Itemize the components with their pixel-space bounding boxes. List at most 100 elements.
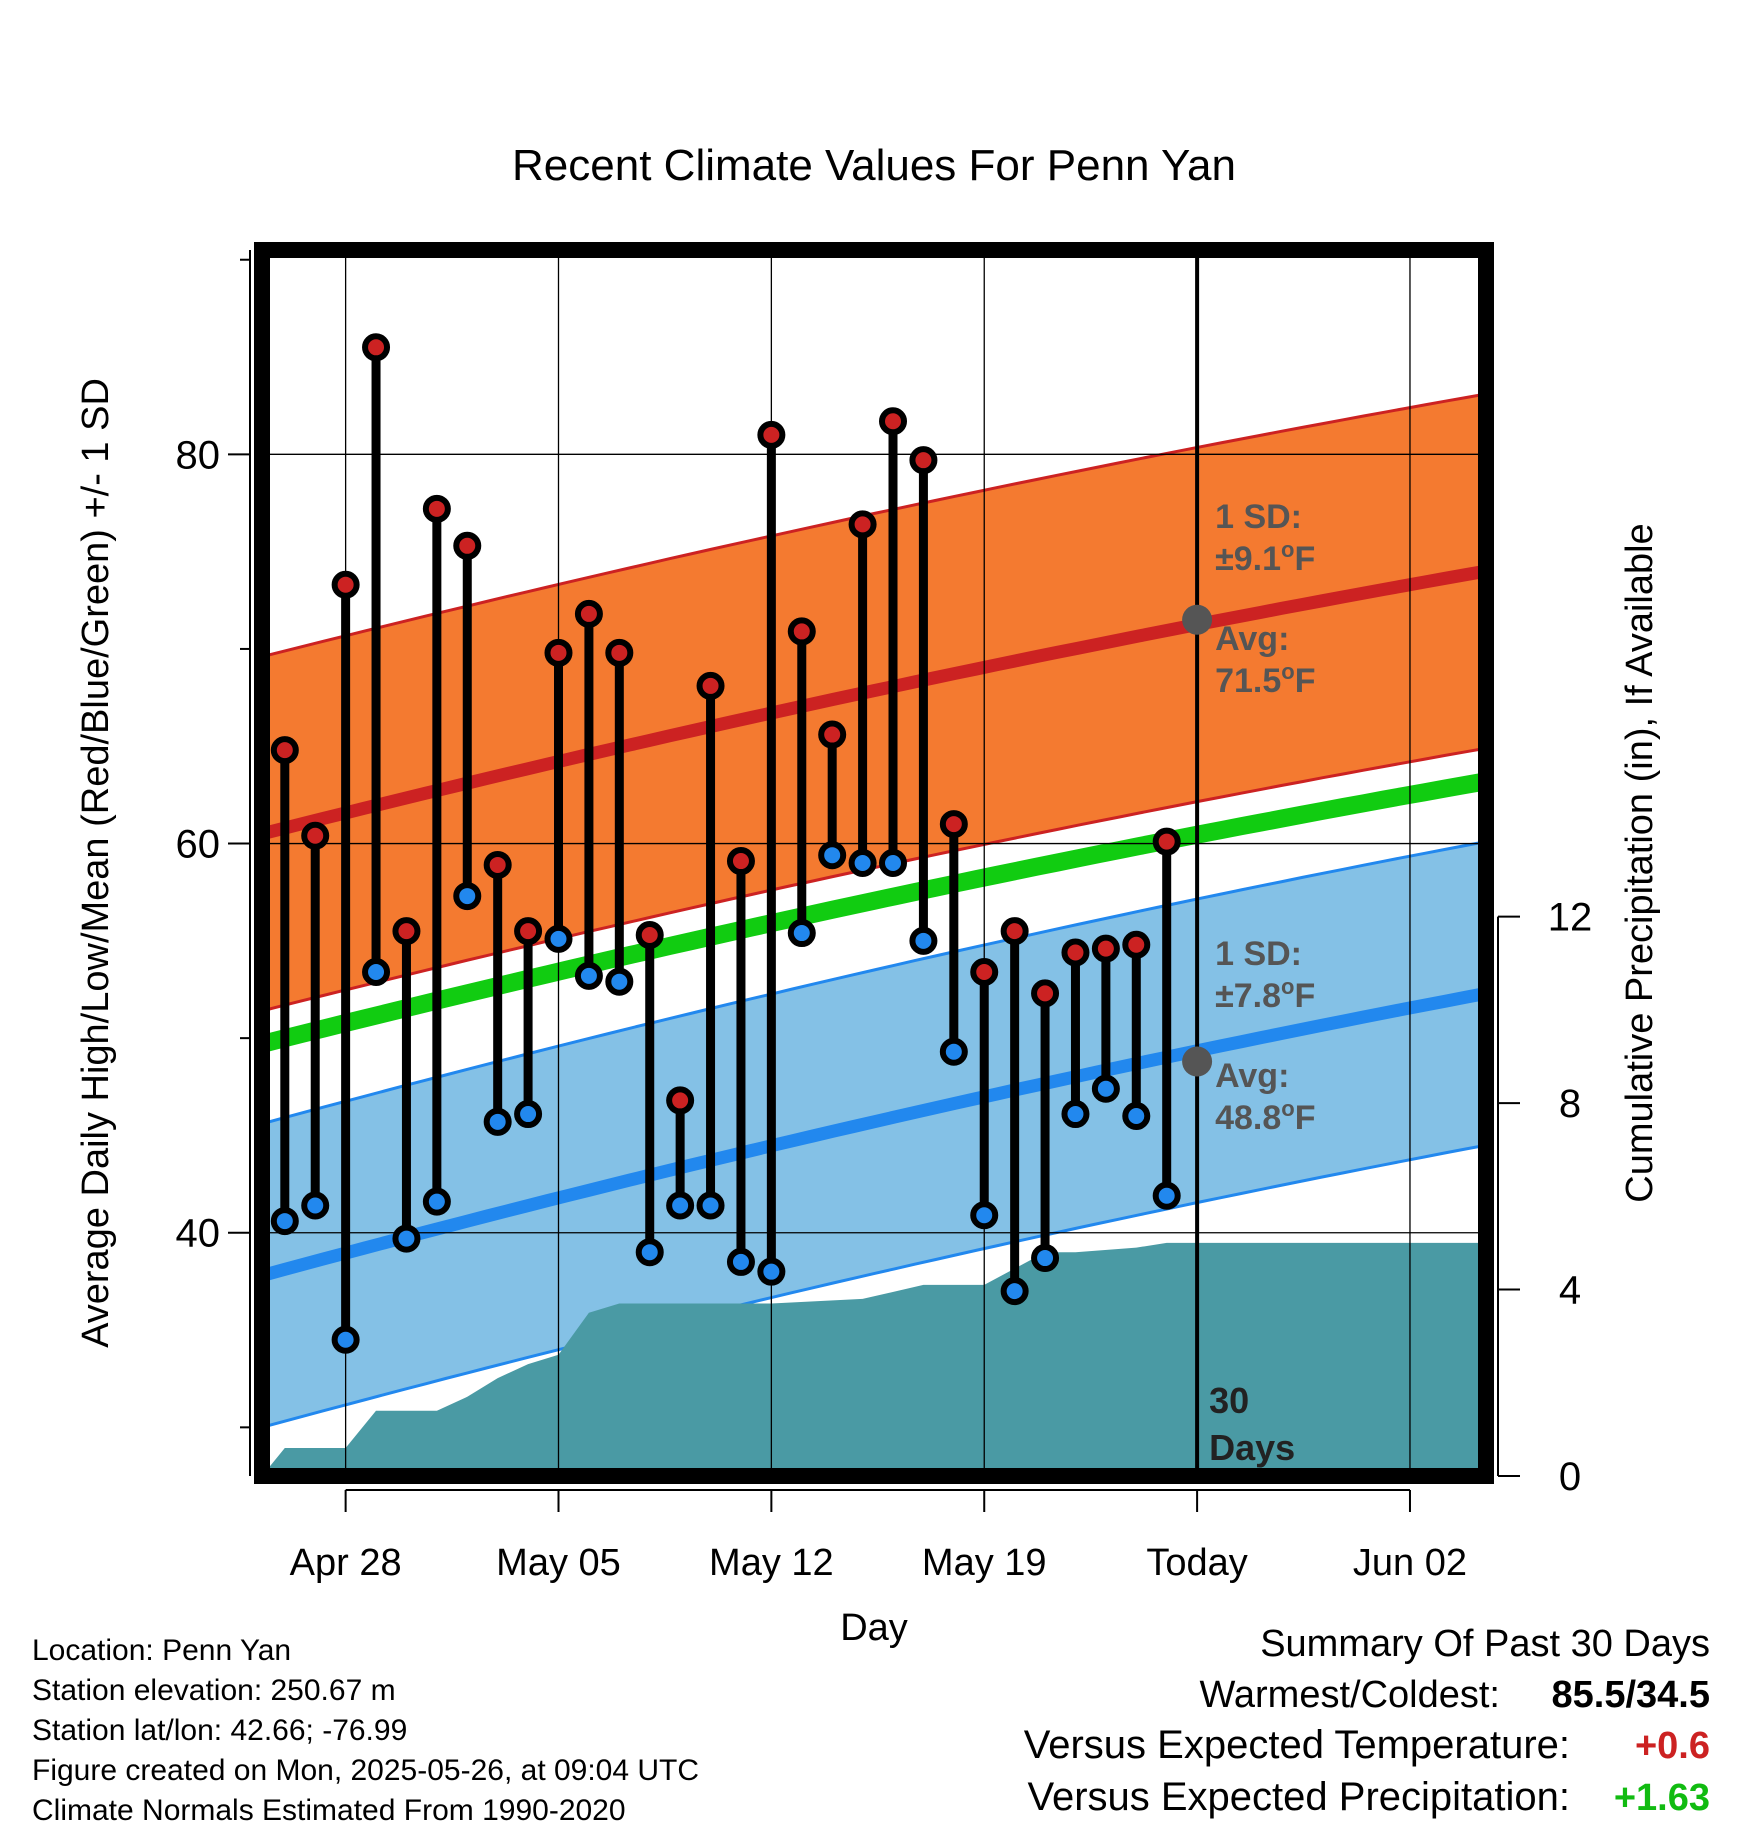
plot-frame: [254, 242, 1494, 1484]
low-point: [514, 1100, 543, 1129]
low-point: [818, 841, 847, 870]
high-point: [453, 531, 482, 560]
high-point: [909, 446, 938, 475]
x-tick-label: Jun 02: [1353, 1542, 1467, 1584]
summary-precip-value: +1.63: [1614, 1777, 1710, 1819]
low-point: [787, 919, 816, 948]
info-normals: Climate Normals Estimated From 1990-2020: [32, 1794, 626, 1827]
normal-low-sd-edge-lower: [262, 1143, 1486, 1429]
high-point: [848, 510, 877, 539]
x-tick-label: May 05: [496, 1542, 621, 1584]
normal-low-band: [262, 841, 1486, 1428]
low-point: [726, 1247, 755, 1276]
y2-tick-label: 8: [1559, 1082, 1581, 1126]
x-axis-label: Day: [840, 1607, 908, 1649]
y-tick-label: 80: [176, 433, 221, 477]
degree-mark: o: [1281, 974, 1294, 999]
y-tick-label: 40: [176, 1212, 221, 1256]
normal-low-sd-edge-upper: [262, 840, 1486, 1126]
low-point: [1000, 1277, 1029, 1306]
low-point: [970, 1201, 999, 1230]
high-point: [757, 420, 786, 449]
low-point: [1091, 1074, 1120, 1103]
unit: F: [1294, 977, 1315, 1015]
low-point: [848, 849, 877, 877]
low-point: [696, 1191, 725, 1220]
degree-mark: o: [1281, 1096, 1294, 1121]
today-high-avg-dot: [1182, 604, 1213, 635]
summary-heading: Summary Of Past 30 Days: [1260, 1623, 1710, 1665]
high-point: [331, 570, 360, 599]
value: ±9.1: [1215, 540, 1281, 578]
x-tick-label: May 19: [922, 1542, 1047, 1584]
low-point: [422, 1187, 451, 1216]
high-point: [818, 720, 847, 749]
low-point: [301, 1191, 330, 1220]
low-point: [362, 957, 391, 986]
high-point: [544, 638, 573, 667]
value: 71.5: [1215, 662, 1281, 700]
high-point: [1061, 938, 1090, 967]
low-point: [879, 849, 908, 877]
degree-mark: o: [1281, 537, 1294, 562]
days-label-word: Days: [1209, 1427, 1295, 1468]
normal-low-line: [262, 987, 1486, 1282]
high-point: [879, 407, 908, 436]
high-point: [970, 957, 999, 986]
summary-block: Summary Of Past 30 Days Warmest/Coldest:…: [1024, 1623, 1710, 1819]
summary-warmest-label: Warmest/Coldest:: [1199, 1674, 1500, 1716]
today-low-annotation-avg-label: Avg:: [1215, 1057, 1289, 1095]
chart-title: Recent Climate Values For Penn Yan: [512, 141, 1236, 190]
info-location: Location: Penn Yan: [32, 1634, 291, 1667]
days-label: 30 Days: [1209, 1380, 1295, 1468]
high-point: [696, 671, 725, 700]
y2-axis-label: Cumulative Precipitation (in), If Availa…: [1619, 523, 1661, 1202]
low-point: [635, 1238, 664, 1267]
summary-temp-value: +0.6: [1635, 1725, 1710, 1767]
low-point: [666, 1191, 695, 1220]
high-point: [1091, 934, 1120, 963]
high-point: [574, 599, 603, 628]
value: 48.8: [1215, 1099, 1281, 1137]
high-point: [483, 850, 512, 879]
plot-area: [262, 392, 1486, 1476]
high-point: [939, 810, 968, 839]
low-point: [1061, 1100, 1090, 1129]
low-point: [483, 1107, 512, 1136]
value: ±7.8: [1215, 977, 1281, 1015]
summary-temp-label: Versus Expected Temperature:: [1024, 1723, 1570, 1767]
today-low-annotation-avg-value: 48.8oF: [1215, 1096, 1315, 1137]
normal-mean-line: [262, 772, 1486, 1053]
low-point: [909, 926, 938, 955]
high-point: [422, 494, 451, 523]
days-label-count: 30: [1209, 1380, 1249, 1421]
low-point: [1122, 1101, 1151, 1130]
x-tick-label: Today: [1146, 1542, 1247, 1584]
high-point: [1152, 827, 1181, 856]
y2-tick-label: 12: [1548, 896, 1593, 940]
unit: F: [1295, 1099, 1316, 1137]
precip-area: [262, 1242, 1486, 1476]
low-point: [544, 924, 573, 953]
high-point: [514, 917, 543, 946]
x-tick-label: May 12: [709, 1542, 834, 1584]
low-point: [392, 1224, 421, 1253]
axes: 40 60 80 0 4 8 12 Apr 28 May 05 May 12 May 19 Today…: [176, 242, 1593, 1584]
y-axis-label: Average Daily High/Low/Mean (Red/Blue/Gr…: [75, 378, 117, 1348]
station-info: Location: Penn Yan Station elevation: 25…: [32, 1634, 699, 1827]
summary-precip-label: Versus Expected Precipitation:: [1027, 1775, 1570, 1819]
y2-tick-label: 4: [1559, 1269, 1581, 1313]
high-point: [1122, 930, 1151, 959]
today-low-avg-dot: [1182, 1046, 1213, 1077]
low-point: [270, 1207, 299, 1236]
today-high-annotation-sd-label: 1 SD:: [1215, 498, 1302, 536]
y-tick-label: 60: [176, 823, 221, 867]
today-high-annotation-avg-label: Avg:: [1215, 620, 1289, 658]
high-point: [1000, 917, 1029, 946]
low-point: [1031, 1244, 1060, 1273]
today-low-annotation-sd-value: ±7.8oF: [1215, 974, 1315, 1015]
